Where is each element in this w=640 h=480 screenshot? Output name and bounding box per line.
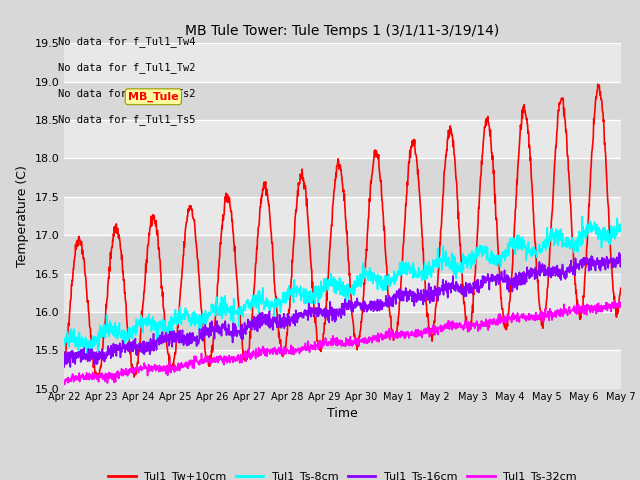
Text: No data for f_Tul1_Tw4: No data for f_Tul1_Tw4	[58, 36, 196, 47]
Text: No data for f_Tul1_Ts5: No data for f_Tul1_Ts5	[58, 114, 196, 125]
Text: MB_Tule: MB_Tule	[128, 92, 179, 102]
Text: No data for f_Tul1_Ts2: No data for f_Tul1_Ts2	[58, 88, 196, 99]
Legend: Tul1_Tw+10cm, Tul1_Ts-8cm, Tul1_Ts-16cm, Tul1_Ts-32cm: Tul1_Tw+10cm, Tul1_Ts-8cm, Tul1_Ts-16cm,…	[103, 467, 582, 480]
Bar	[64, 197, 621, 235]
Bar	[64, 82, 621, 120]
Bar	[64, 235, 621, 274]
Text: No data for f_Tul1_Tw2: No data for f_Tul1_Tw2	[58, 62, 196, 73]
Bar	[64, 120, 621, 158]
Title: MB Tule Tower: Tule Temps 1 (3/1/11-3/19/14): MB Tule Tower: Tule Temps 1 (3/1/11-3/19…	[185, 24, 500, 38]
Bar	[64, 312, 621, 350]
Bar	[64, 350, 621, 389]
X-axis label: Time: Time	[327, 407, 358, 420]
Y-axis label: Temperature (C): Temperature (C)	[16, 165, 29, 267]
Bar	[64, 158, 621, 197]
Bar	[64, 274, 621, 312]
Bar	[64, 43, 621, 82]
